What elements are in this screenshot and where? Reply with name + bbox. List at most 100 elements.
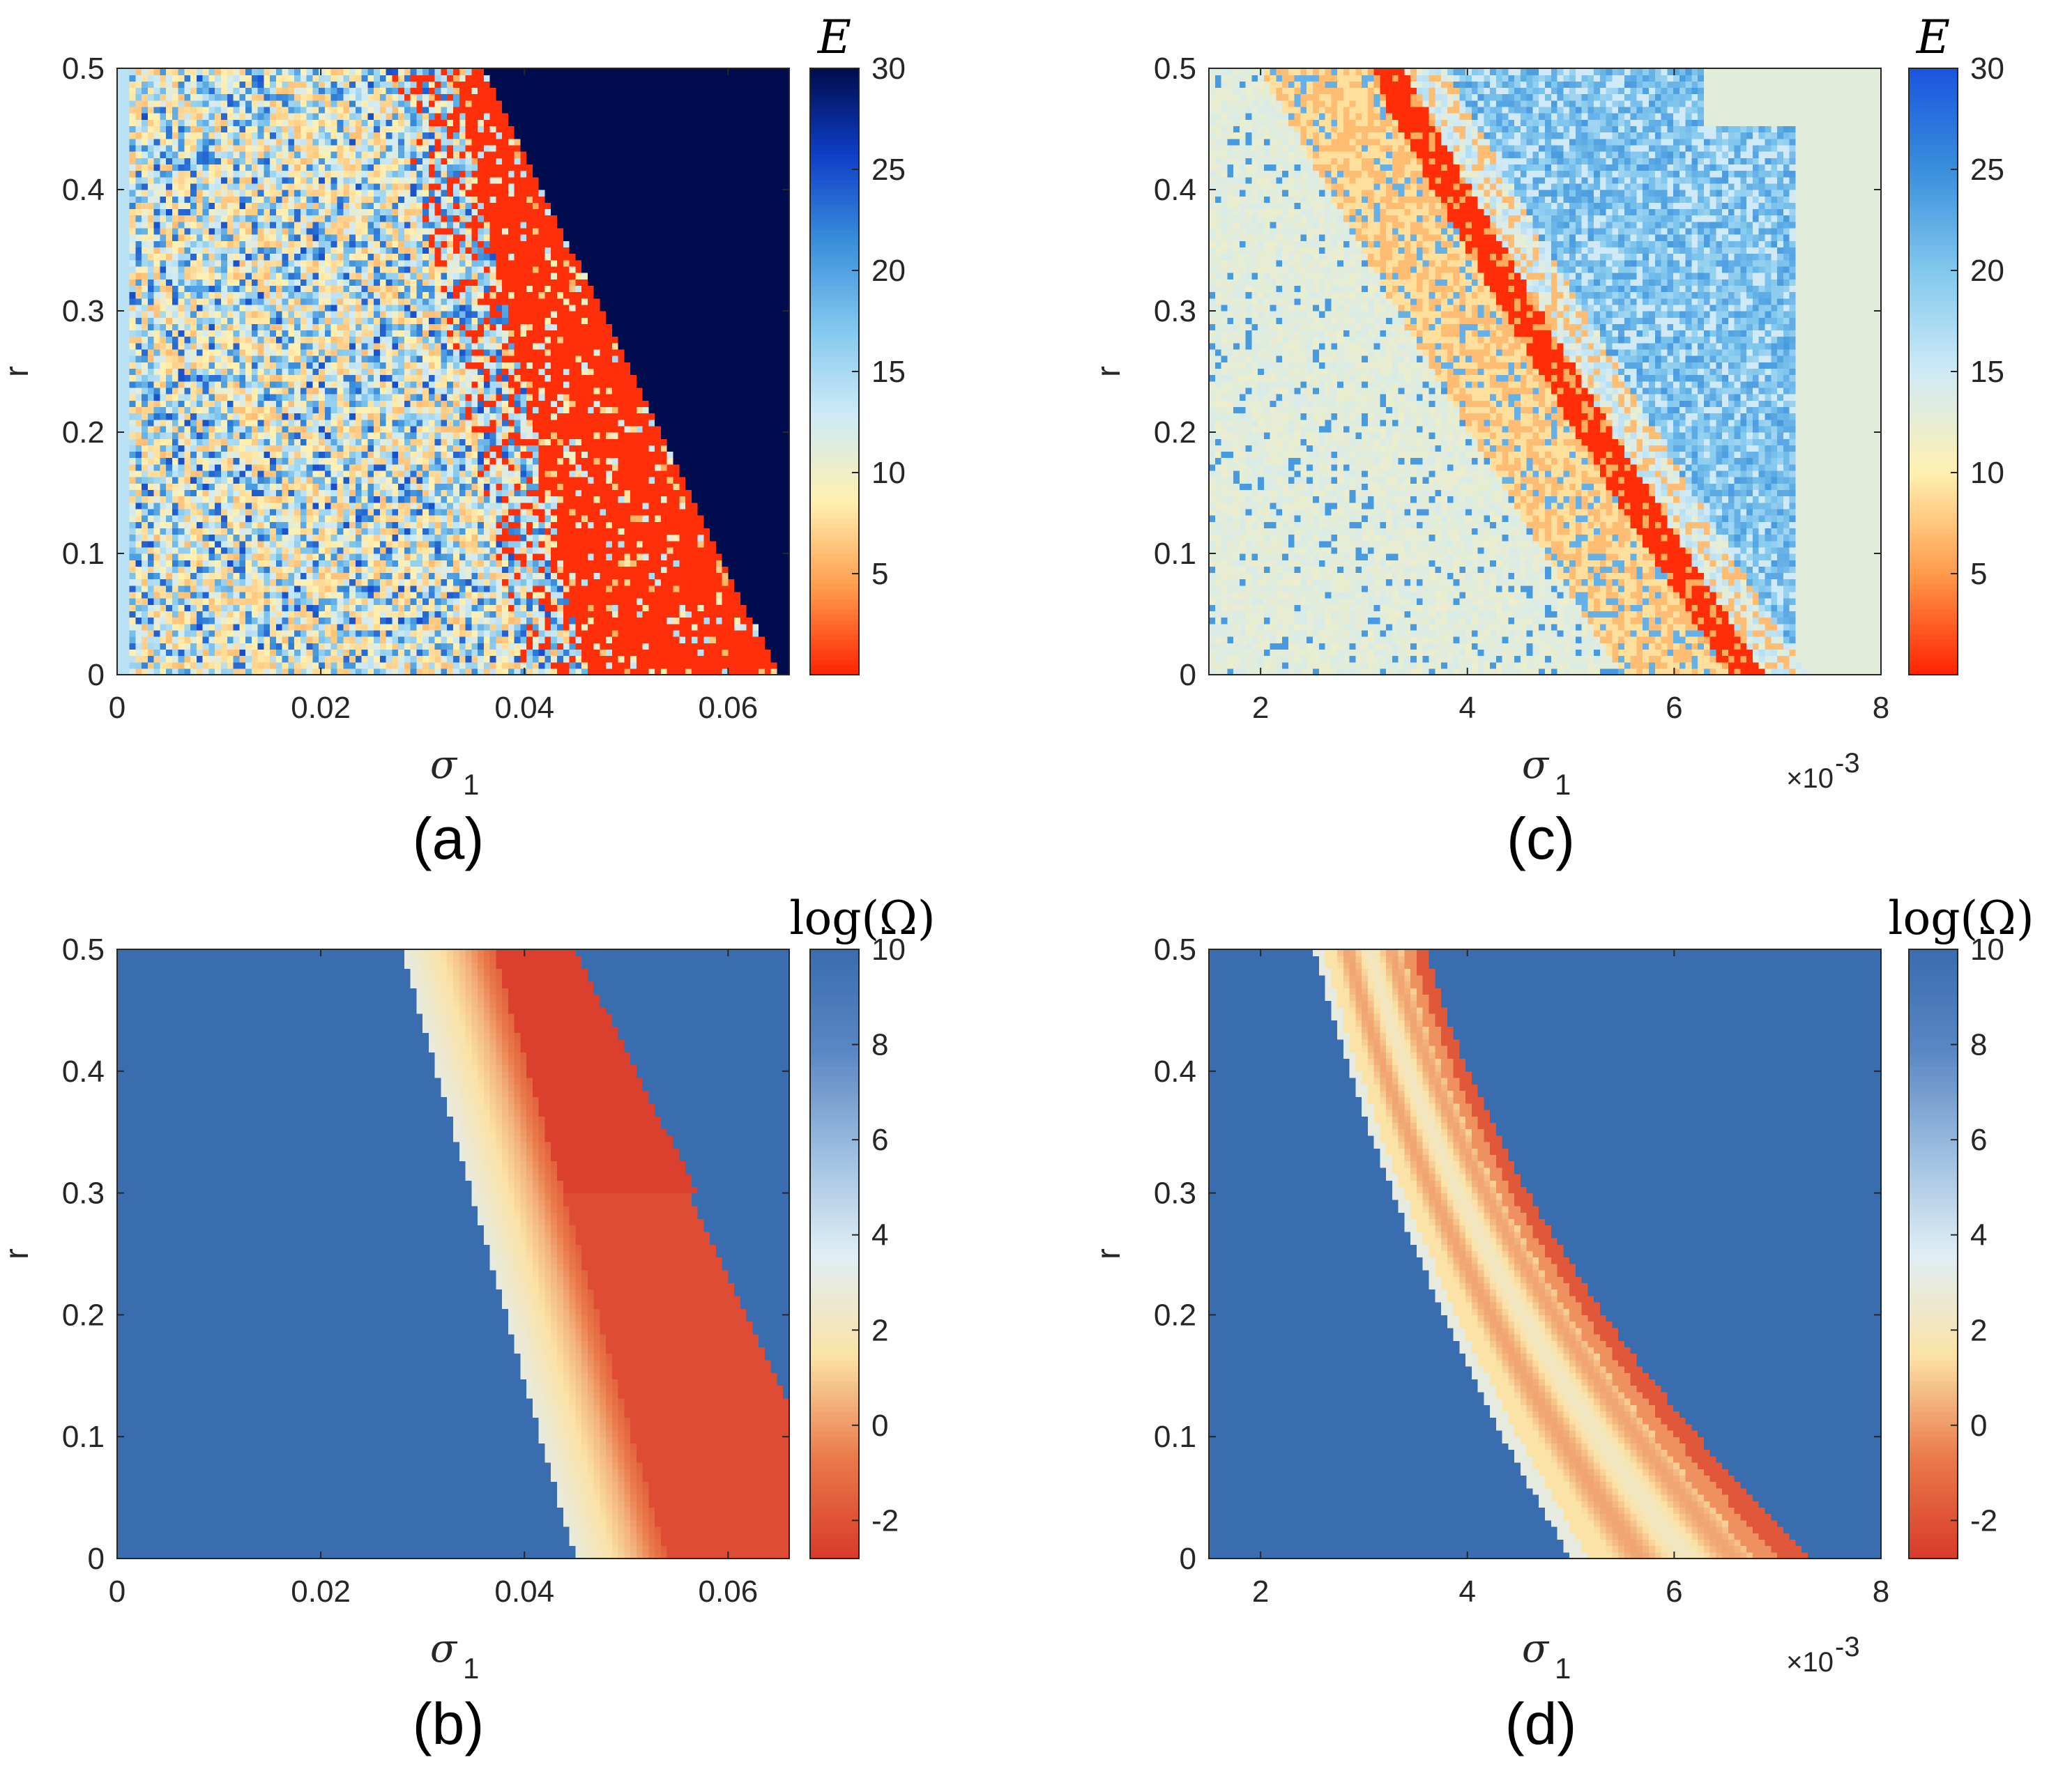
heatmap-cell xyxy=(343,649,350,657)
heatmap-cell xyxy=(422,355,429,362)
heatmap-cell xyxy=(220,611,228,618)
heatmap-cell xyxy=(270,362,277,369)
heatmap-cell xyxy=(166,611,173,618)
heatmap-cell xyxy=(123,591,130,599)
heatmap-cell xyxy=(117,323,124,331)
heatmap-cell xyxy=(282,381,289,388)
heatmap-cell xyxy=(319,190,326,197)
heatmap-cell xyxy=(367,170,374,178)
heatmap-cell xyxy=(282,406,289,414)
heatmap-cell xyxy=(233,432,240,439)
heatmap-cell xyxy=(355,451,363,459)
heatmap-cell xyxy=(208,68,215,75)
heatmap-cell xyxy=(202,298,210,305)
heatmap-cell xyxy=(410,489,418,497)
heatmap-cell xyxy=(404,387,411,395)
heatmap-cell xyxy=(227,355,234,362)
heatmap-cell xyxy=(202,304,210,312)
heatmap-cell xyxy=(142,221,148,229)
heatmap-cell xyxy=(215,176,222,184)
heatmap-cell xyxy=(160,413,167,420)
heatmap-cell xyxy=(361,113,368,120)
heatmap-cell xyxy=(166,164,173,171)
heatmap-cell xyxy=(386,413,393,420)
heatmap-cell xyxy=(196,457,204,465)
heatmap-cell xyxy=(129,349,136,356)
heatmap-cell xyxy=(270,336,277,344)
heatmap-cell xyxy=(117,215,124,222)
heatmap-cell xyxy=(324,266,332,273)
heatmap-cell xyxy=(264,285,271,293)
heatmap-cell xyxy=(343,629,350,637)
heatmap-cell xyxy=(422,617,429,625)
heatmap-cell xyxy=(330,438,338,445)
heatmap-cell xyxy=(379,668,387,675)
heatmap-cell xyxy=(337,394,344,401)
heatmap-cell xyxy=(422,470,429,477)
heatmap-cell xyxy=(172,113,179,120)
heatmap-cell xyxy=(270,125,277,133)
heatmap-cell xyxy=(166,279,173,286)
heatmap-cell xyxy=(398,311,405,318)
heatmap-cell xyxy=(349,221,356,229)
heatmap-cell xyxy=(190,553,197,560)
heatmap-cell xyxy=(184,266,191,273)
heatmap-cell xyxy=(147,138,155,146)
heatmap-cell xyxy=(404,560,411,567)
heatmap-cell xyxy=(220,617,228,625)
heatmap-cell xyxy=(147,113,155,120)
heatmap-cell xyxy=(220,349,228,356)
heatmap-cell xyxy=(355,368,363,376)
heatmap-cell xyxy=(178,81,185,89)
heatmap-cell xyxy=(215,68,222,75)
heatmap-cell xyxy=(410,374,418,382)
heatmap-cell xyxy=(367,534,374,542)
heatmap-cell xyxy=(184,457,191,465)
heatmap-cell xyxy=(215,661,222,669)
heatmap-cell xyxy=(275,362,283,369)
heatmap-cell xyxy=(361,623,368,631)
heatmap-cell xyxy=(392,349,399,356)
heatmap-cell xyxy=(361,643,368,650)
heatmap-cell xyxy=(202,291,210,299)
heatmap-cell xyxy=(428,477,436,484)
heatmap-cell xyxy=(129,432,136,439)
heatmap-cell xyxy=(153,419,160,427)
heatmap-cell xyxy=(282,323,289,331)
heatmap-cell xyxy=(190,381,197,388)
heatmap-cell xyxy=(300,158,307,164)
heatmap-cell xyxy=(288,387,295,395)
heatmap-cell xyxy=(166,425,173,433)
heatmap-cell xyxy=(392,93,399,101)
heatmap-cell xyxy=(251,170,259,178)
heatmap-cell xyxy=(410,362,418,369)
heatmap-cell xyxy=(123,451,130,459)
heatmap-cell xyxy=(190,668,197,675)
heatmap-cell xyxy=(386,68,393,75)
heatmap-cell xyxy=(361,190,368,197)
heatmap-cell xyxy=(361,330,368,337)
heatmap-cell xyxy=(374,215,381,222)
heatmap-cell xyxy=(135,432,142,439)
heatmap-cell xyxy=(227,240,234,248)
heatmap-cell xyxy=(398,100,405,107)
heatmap-cell xyxy=(324,425,332,433)
heatmap-cell xyxy=(147,381,155,388)
heatmap-cell xyxy=(147,190,155,197)
heatmap-cell xyxy=(343,285,350,293)
heatmap-cell xyxy=(428,451,436,459)
heatmap-cell xyxy=(355,279,363,286)
heatmap-cell xyxy=(190,617,197,625)
heatmap-cell xyxy=(264,496,271,503)
heatmap-cell xyxy=(245,566,252,574)
heatmap-cell xyxy=(392,81,399,89)
heatmap-cell xyxy=(129,208,136,216)
heatmap-cell xyxy=(367,125,374,133)
heatmap-cell xyxy=(422,113,429,120)
heatmap-cell xyxy=(343,655,350,663)
heatmap-cell xyxy=(117,636,124,643)
heatmap-cell xyxy=(245,330,252,337)
heatmap-cell xyxy=(184,234,191,241)
heatmap-cell xyxy=(349,374,356,382)
